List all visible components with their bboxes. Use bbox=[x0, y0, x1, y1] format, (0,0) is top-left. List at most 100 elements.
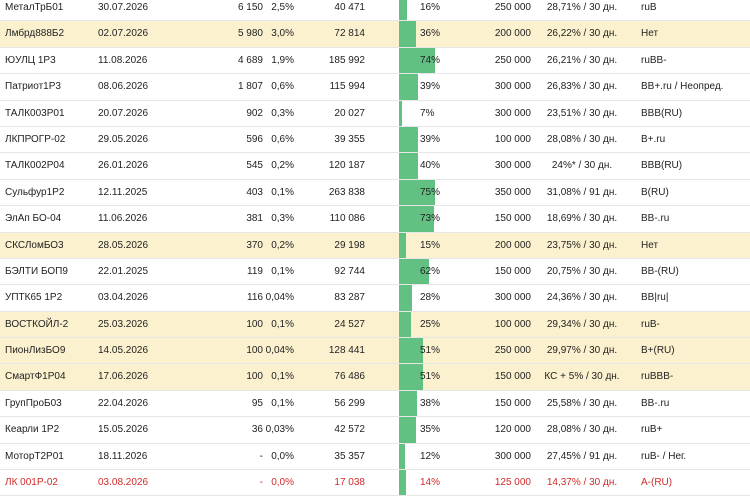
amount-cell: 20 027 bbox=[334, 107, 365, 119]
progress-bar bbox=[399, 206, 447, 232]
maturity-date-cell: 20.07.2026 bbox=[98, 107, 149, 119]
table-row: Сульфур1Р2 12.11.2025 403 0,1% 263 838 75% 350… bbox=[0, 179, 750, 207]
issuer-name-cell: Кеарли 1Р2 bbox=[5, 424, 60, 436]
volume-share-cell: 0,0% bbox=[271, 450, 294, 462]
progress-bar-fill bbox=[399, 21, 417, 47]
rating-cell: BB-(RU) bbox=[641, 265, 679, 277]
rating-cell: B(RU) bbox=[641, 186, 669, 198]
coupon-cell: 20,75% / 30 дн. bbox=[546, 265, 618, 277]
volume-cell: 116 bbox=[247, 292, 263, 304]
nominal-cell: 150 000 bbox=[494, 397, 531, 409]
coupon-cell: 27,45% / 91 дн. bbox=[546, 450, 618, 462]
maturity-date-cell: 03.04.2026 bbox=[98, 292, 149, 304]
nominal-cell: 150 000 bbox=[494, 371, 531, 383]
amount-cell: 35 357 bbox=[334, 450, 365, 462]
progress-bar bbox=[399, 21, 447, 47]
coupon-cell: 28,08% / 30 дн. bbox=[546, 424, 618, 436]
progress-bar bbox=[399, 258, 447, 285]
volume-cell: 6 150 bbox=[237, 2, 263, 13]
table-row: Лмбрд888Б2 02.07.2026 5 980 3,0% 72 814 36% 20… bbox=[0, 21, 750, 48]
nominal-cell: 150 000 bbox=[494, 265, 531, 277]
rating-cell: BBB(RU) bbox=[641, 160, 683, 172]
issuer-name-cell: УПТК65 1Р2 bbox=[5, 292, 63, 304]
progress-bar bbox=[399, 285, 447, 311]
volume-cell: 902 bbox=[246, 107, 263, 119]
maturity-date-cell: 26.01.2026 bbox=[98, 160, 149, 172]
rating-cell: ruBB- bbox=[641, 54, 667, 66]
coupon-cell: 23,75% / 30 дн. bbox=[546, 239, 618, 251]
nominal-cell: 100 000 bbox=[494, 318, 531, 330]
maturity-date-cell: 11.06.2026 bbox=[98, 213, 148, 225]
volume-cell: 100 bbox=[246, 345, 263, 357]
progress-bar-fill bbox=[399, 285, 413, 311]
amount-cell: 56 299 bbox=[334, 397, 365, 409]
maturity-date-cell: 22.01.2025 bbox=[98, 265, 149, 277]
volume-share-cell: 0,2% bbox=[271, 160, 294, 172]
amount-cell: 72 814 bbox=[334, 28, 365, 40]
issuer-name-cell: ТАЛК002Р04 bbox=[5, 160, 65, 172]
progress-bar bbox=[399, 364, 447, 390]
issuer-name-cell: МоторТ2Р01 bbox=[5, 450, 64, 462]
bar-percent-cell: 51% bbox=[420, 345, 441, 357]
rating-cell: BB+.ru / Неопред. bbox=[641, 81, 724, 93]
coupon-cell: 14,37% / 30 дн. bbox=[546, 477, 618, 489]
nominal-cell: 200 000 bbox=[494, 28, 531, 40]
progress-bar bbox=[399, 47, 447, 74]
volume-cell: 370 bbox=[246, 239, 263, 251]
volume-cell: 1 807 bbox=[237, 81, 263, 93]
volume-share-cell: 2,5% bbox=[271, 2, 294, 13]
issuer-name-cell: Патриот1Р3 bbox=[5, 81, 61, 93]
amount-cell: 110 086 bbox=[329, 213, 365, 225]
progress-bar bbox=[399, 0, 447, 21]
progress-bar bbox=[399, 443, 447, 470]
table-row: СКСЛомБО3 28.05.2026 370 0,2% 29 198 15% 200 0… bbox=[0, 232, 750, 259]
progress-bar bbox=[399, 470, 447, 496]
progress-bar-fill bbox=[399, 206, 435, 232]
coupon-cell: 29,34% / 30 дн. bbox=[546, 318, 618, 330]
rating-cell: ruB- bbox=[641, 318, 660, 330]
issuer-name-cell: Сульфур1Р2 bbox=[5, 186, 65, 198]
amount-cell: 24 527 bbox=[334, 318, 365, 330]
maturity-date-cell: 28.05.2026 bbox=[98, 239, 149, 251]
amount-cell: 115 994 bbox=[329, 81, 365, 93]
bar-percent-cell: 15% bbox=[420, 239, 441, 251]
coupon-cell: 23,51% / 30 дн. bbox=[546, 107, 618, 119]
bar-percent-cell: 35% bbox=[420, 424, 441, 436]
table-row: МеталТрБ01 30.07.2026 6 150 2,5% 40 471 16% 25… bbox=[0, 0, 750, 22]
rating-cell: Нет bbox=[641, 239, 659, 251]
volume-share-cell: 0,1% bbox=[271, 265, 294, 277]
amount-cell: 42 572 bbox=[334, 424, 365, 436]
maturity-date-cell: 25.03.2026 bbox=[98, 318, 149, 330]
progress-bar-fill bbox=[399, 258, 429, 285]
volume-share-cell: 0,1% bbox=[271, 397, 294, 409]
bar-percent-cell: 39% bbox=[420, 133, 441, 145]
rating-cell: BB|ru| bbox=[641, 292, 669, 304]
issuer-name-cell: ТАЛК003Р01 bbox=[5, 107, 65, 119]
rating-cell: Нет bbox=[641, 28, 659, 40]
progress-bar bbox=[399, 179, 447, 206]
maturity-date-cell: 29.05.2026 bbox=[98, 133, 149, 145]
rating-cell: ruB bbox=[641, 2, 657, 13]
volume-share-cell: 0,6% bbox=[271, 133, 294, 145]
rating-cell: ruBBB- bbox=[641, 371, 674, 383]
nominal-cell: 250 000 bbox=[494, 345, 531, 357]
volume-share-cell: 0,6% bbox=[271, 81, 294, 93]
rating-cell: BBB(RU) bbox=[641, 107, 683, 119]
coupon-cell: 25,58% / 30 дн. bbox=[546, 397, 618, 409]
nominal-cell: 150 000 bbox=[494, 213, 531, 225]
amount-cell: 76 486 bbox=[334, 371, 365, 383]
maturity-date-cell: 08.06.2026 bbox=[98, 81, 149, 93]
volume-cell: 596 bbox=[246, 133, 263, 145]
maturity-date-cell: 11.08.2026 bbox=[98, 54, 148, 66]
progress-bar bbox=[399, 417, 447, 443]
coupon-cell: 26,83% / 30 дн. bbox=[546, 81, 618, 93]
volume-share-cell: 1,9% bbox=[271, 54, 294, 66]
maturity-date-cell: 02.07.2026 bbox=[98, 28, 149, 40]
bar-percent-cell: 36% bbox=[420, 28, 441, 40]
table-row: Патриот1Р3 08.06.2026 1 807 0,6% 115 994 39% 3… bbox=[0, 74, 750, 101]
table-row: ПионЛизБО9 14.05.2026 100 0,04% 128 441 51% 25… bbox=[0, 338, 750, 365]
table-row: УПТК65 1Р2 03.04.2026 116 0,04% 83 287 28% 300… bbox=[0, 285, 750, 312]
coupon-cell: 18,69% / 30 дн. bbox=[546, 213, 618, 225]
coupon-cell: 26,22% / 30 дн. bbox=[546, 28, 618, 40]
table-row: СмартФ1Р04 17.06.2026 100 0,1% 76 486 51% 150 … bbox=[0, 364, 750, 391]
